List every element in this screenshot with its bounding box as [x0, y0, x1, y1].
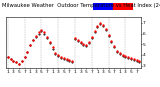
Bar: [93, 3, 113, 10]
Text: Milwaukee Weather  Outdoor Temperature vs Heat Index (24 Hours): Milwaukee Weather Outdoor Temperature vs…: [2, 3, 160, 8]
Bar: [113, 3, 133, 10]
